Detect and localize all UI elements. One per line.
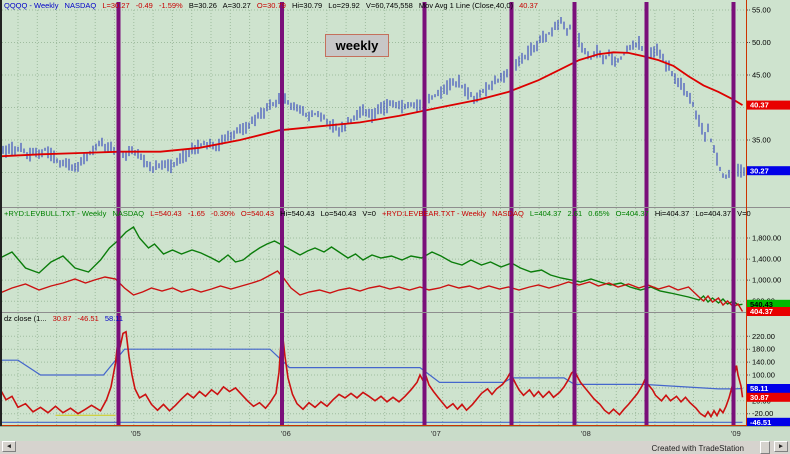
bear-last: L=404.37	[529, 209, 562, 218]
bull-last: L=540.43	[150, 209, 182, 218]
price-panel-header: QQQQ - Weekly NASDAQ L=30.27 -0.49 -1.59…	[4, 1, 542, 10]
open: O=30.79	[256, 1, 286, 10]
axis-badge-label: 58.11	[750, 384, 768, 393]
y-axis-label: 45.00	[752, 71, 771, 80]
bull-pct: -0.30%	[211, 209, 235, 218]
axis-badge	[747, 166, 790, 176]
bear-volume: V=0	[737, 209, 751, 218]
y-axis-label: 1,800.00	[752, 234, 781, 243]
bid: B=30.26	[188, 1, 217, 10]
axis-badge	[747, 299, 790, 309]
levbull-line	[0, 225, 743, 306]
tradestation-credit: Created with TradeStation	[651, 444, 745, 453]
oscillator-value-2: -46.51	[77, 314, 99, 323]
axis-badge	[747, 417, 790, 426]
weekly-annotation[interactable]: weekly	[325, 34, 389, 57]
y-axis-label: 55.00	[752, 6, 771, 15]
axis-badge	[747, 384, 790, 393]
levbear-line	[0, 270, 744, 312]
axis-badge	[747, 100, 790, 110]
bull-change: -1.65	[187, 209, 205, 218]
x-axis-year-label: '07	[431, 429, 441, 438]
indicator-value: 40.37	[519, 1, 538, 10]
volume: V=60,745,558	[365, 1, 413, 10]
time-axis: '05 '06 '07 '08 '09	[0, 426, 790, 442]
symbol-title: QQQQ - Weekly	[4, 1, 59, 10]
bear-low: Lo=404.37	[695, 209, 732, 218]
oscillator-value-1: 30.87	[52, 314, 72, 323]
high: Hi=30.79	[291, 1, 323, 10]
moving-average-line	[0, 51, 743, 158]
pct-change: -1.59%	[158, 1, 183, 10]
bear-high: Hi=404.37	[654, 209, 690, 218]
axis-badge-label: 30.87	[750, 393, 769, 402]
oscillator-name: dz close (1...	[4, 314, 47, 323]
y-axis-label: -20.00	[752, 409, 773, 418]
bull-high: Hi=540.43	[280, 209, 315, 218]
axis-badge-label: 30.27	[750, 166, 769, 175]
low: Lo=29.92	[328, 1, 360, 10]
net-change: -0.49	[135, 1, 153, 10]
bull-low: Lo=540.43	[320, 209, 357, 218]
y-axis-label: 50.00	[752, 38, 771, 47]
horizontal-scrollbar[interactable]: ◄ ► Created with TradeStation	[0, 441, 790, 454]
bull-exchange: NASDAQ	[112, 209, 145, 218]
y-axis-label: 140.00	[752, 358, 775, 367]
y-axis-label: 1,400.00	[752, 255, 781, 264]
x-axis-year-label: '05	[131, 429, 141, 438]
bear-exchange: NASDAQ	[492, 209, 524, 218]
x-axis-year-label: '09	[731, 429, 741, 438]
y-axis-label: 180.00	[752, 345, 775, 354]
bull-volume: V=0	[362, 209, 376, 218]
x-axis-year-label: '08	[581, 429, 591, 438]
chart-canvas[interactable]: 55.00 50.00 45.00 35.00 1,800.00 1,400.00 1,00…	[0, 0, 790, 426]
upper-step-line	[0, 348, 743, 390]
y-axis-label: 1,000.00	[752, 276, 781, 285]
bull-open: O=540.43	[240, 209, 275, 218]
bear-change: 2.61	[567, 209, 583, 218]
x-axis-year-label: '06	[281, 429, 291, 438]
y-axis-label: 220.00	[752, 332, 775, 341]
dz-close-line	[0, 329, 744, 419]
bear-open: O=404.37	[615, 209, 649, 218]
axis-badge-label: 40.37	[750, 101, 769, 110]
scroll-right-button[interactable]: ►	[774, 441, 788, 452]
oscillator-value-3: 58.11	[104, 314, 124, 323]
axis-badge-label: -46.51	[750, 418, 771, 426]
bull-symbol-title: +RYD:LEVBULL.TXT - Weekly	[4, 209, 107, 218]
oscillator-panel-header: dz close (1... 30.87 -46.51 58.11	[4, 314, 127, 323]
y-axis-label: 100.00	[752, 371, 775, 380]
scroll-left-button[interactable]: ◄	[2, 441, 16, 452]
bear-pct: 0.65%	[588, 209, 610, 218]
indicator-name: Mov Avg 1 Line (Close,40,0)	[418, 1, 513, 10]
funds-panel-header: +RYD:LEVBULL.TXT - Weekly NASDAQ L=540.4…	[4, 209, 755, 218]
bear-symbol-title: +RYD:LEVBEAR.TXT - Weekly	[382, 209, 487, 218]
axis-badge-label: 404.37	[750, 307, 773, 316]
exchange-label: NASDAQ	[64, 1, 97, 10]
axis-badge	[747, 307, 790, 316]
scrollbar-resize-grip[interactable]	[760, 441, 770, 454]
y-axis-label: 35.00	[752, 136, 771, 145]
axis-badge-label: 540.43	[750, 300, 773, 309]
axis-badge	[747, 392, 790, 402]
last-price: L=30.27	[102, 1, 130, 10]
ask: A=30.27	[222, 1, 251, 10]
window-left-edge	[0, 0, 2, 426]
